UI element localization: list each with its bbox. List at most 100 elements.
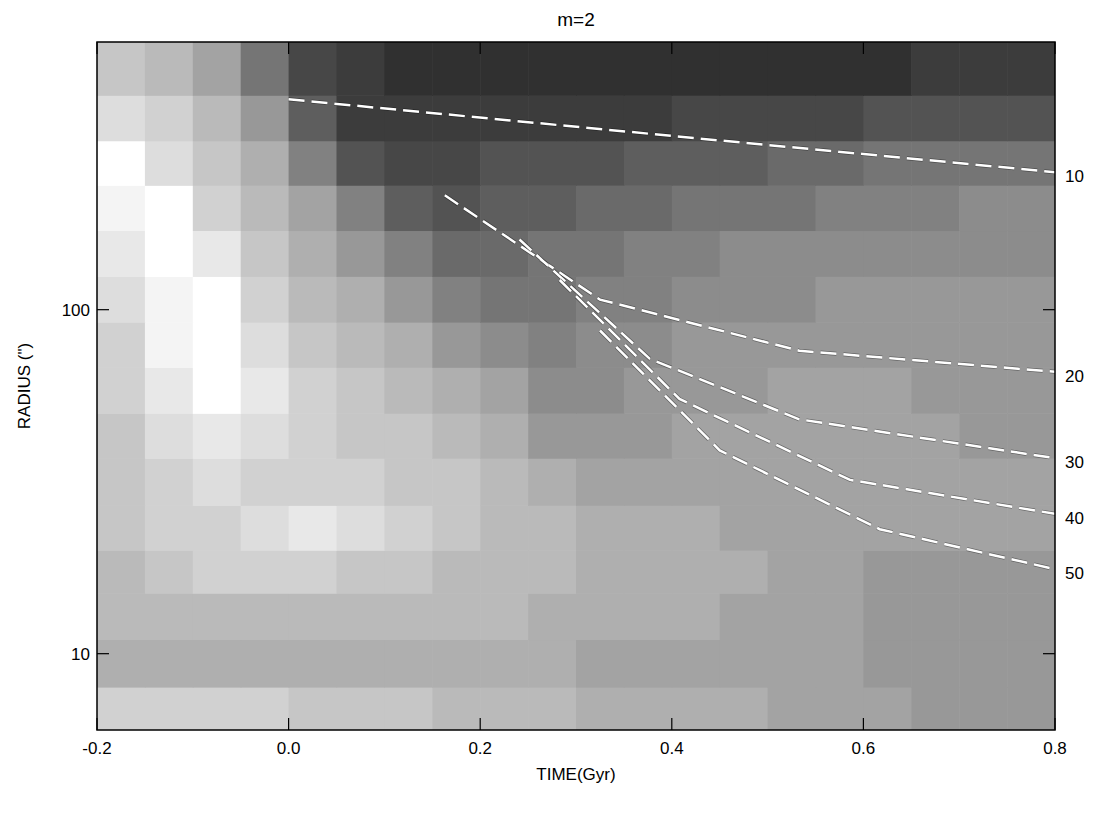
- heat-cell: [911, 185, 960, 231]
- heat-cell: [432, 687, 481, 730]
- heat-cell: [97, 95, 146, 141]
- line-label: 50: [1065, 564, 1084, 583]
- heat-cell: [480, 276, 529, 322]
- heat-cell: [241, 230, 290, 277]
- heat-cell: [816, 367, 865, 414]
- heat-cell: [672, 42, 721, 96]
- heat-cell: [97, 687, 146, 730]
- plot-background: [97, 42, 1055, 730]
- heat-cell: [576, 95, 625, 141]
- x-tick: [863, 718, 864, 730]
- heat-cell: [480, 141, 529, 186]
- heat-cell: [241, 687, 290, 730]
- y-tick-label: 10: [71, 645, 90, 664]
- heat-cell: [384, 505, 433, 550]
- heat-cell: [720, 95, 769, 141]
- heat-cell: [480, 322, 529, 368]
- heat-cell: [576, 141, 625, 186]
- y-tick-right: [1043, 309, 1055, 310]
- heat-cell: [528, 593, 577, 640]
- x-tick-top: [480, 42, 481, 54]
- heat-cell: [959, 42, 1008, 96]
- heat-cell: [720, 639, 769, 687]
- x-axis-title: TIME(Gyr): [536, 765, 615, 784]
- heat-cell: [432, 230, 481, 277]
- heat-cell: [816, 230, 865, 277]
- heat-cell: [863, 639, 912, 687]
- series-line: [560, 280, 1055, 514]
- heat-cell: [576, 593, 625, 640]
- heat-cell: [768, 550, 817, 594]
- heat-cell: [528, 322, 577, 368]
- heat-cell: [672, 95, 721, 141]
- heat-cell: [768, 593, 817, 640]
- heat-cell: [337, 550, 386, 594]
- heat-cell: [145, 276, 194, 322]
- heat-cell: [289, 687, 338, 730]
- heat-cell: [384, 593, 433, 640]
- heat-cell: [816, 413, 865, 459]
- heat-cell: [528, 185, 577, 231]
- heat-cell: [911, 276, 960, 322]
- heat-cell: [1007, 95, 1055, 141]
- x-tick-top: [288, 42, 289, 54]
- heat-cell: [337, 322, 386, 368]
- heat-cell: [289, 593, 338, 640]
- heat-cell: [959, 230, 1008, 277]
- heat-cell: [720, 458, 769, 506]
- heat-cell: [768, 639, 817, 687]
- heat-cell: [241, 639, 290, 687]
- heat-cell: [911, 141, 960, 186]
- heat-cell: [911, 95, 960, 141]
- heat-cell: [241, 322, 290, 368]
- heat-cell: [384, 185, 433, 231]
- heat-cell: [576, 687, 625, 730]
- heat-cell: [1007, 276, 1055, 322]
- heat-cell: [289, 276, 338, 322]
- heat-cell: [1007, 593, 1055, 640]
- heat-cell: [241, 276, 290, 322]
- heat-cell: [241, 367, 290, 414]
- heat-cell: [863, 367, 912, 414]
- heat-cell: [959, 185, 1008, 231]
- heat-cell: [289, 185, 338, 231]
- heat-cell: [624, 367, 673, 414]
- heat-cell: [241, 413, 290, 459]
- heat-cell: [816, 687, 865, 730]
- heat-cell: [959, 367, 1008, 414]
- heat-cell: [576, 505, 625, 550]
- heat-cell: [624, 141, 673, 186]
- x-tick-top: [1054, 42, 1055, 54]
- heat-cell: [911, 367, 960, 414]
- x-tick: [671, 718, 672, 730]
- heat-cell: [97, 593, 146, 640]
- line-label: 20: [1065, 367, 1084, 386]
- heat-cell: [384, 687, 433, 730]
- line-label: 30: [1065, 453, 1084, 472]
- x-tick-label: 0.2: [468, 739, 492, 758]
- heat-cell: [863, 550, 912, 594]
- heat-cell: [480, 550, 529, 594]
- heat-cell: [624, 42, 673, 96]
- heat-cell: [97, 141, 146, 186]
- heat-cell: [528, 550, 577, 594]
- heat-cell: [480, 458, 529, 506]
- heat-cell: [863, 593, 912, 640]
- heat-cell: [145, 505, 194, 550]
- heat-cell: [528, 687, 577, 730]
- heat-cell: [432, 639, 481, 687]
- heat-cell: [289, 550, 338, 594]
- heat-cell: [720, 276, 769, 322]
- heat-cell: [528, 639, 577, 687]
- heat-cell: [576, 42, 625, 96]
- heat-cell: [816, 42, 865, 96]
- heat-cell: [720, 322, 769, 368]
- plot-frame: [97, 42, 1055, 730]
- heat-cell: [193, 639, 242, 687]
- heat-cell: [193, 230, 242, 277]
- heat-cell: [145, 185, 194, 231]
- x-tick-label: 0.0: [277, 739, 301, 758]
- heat-cell: [672, 458, 721, 506]
- heat-cell: [576, 639, 625, 687]
- heat-cell: [816, 95, 865, 141]
